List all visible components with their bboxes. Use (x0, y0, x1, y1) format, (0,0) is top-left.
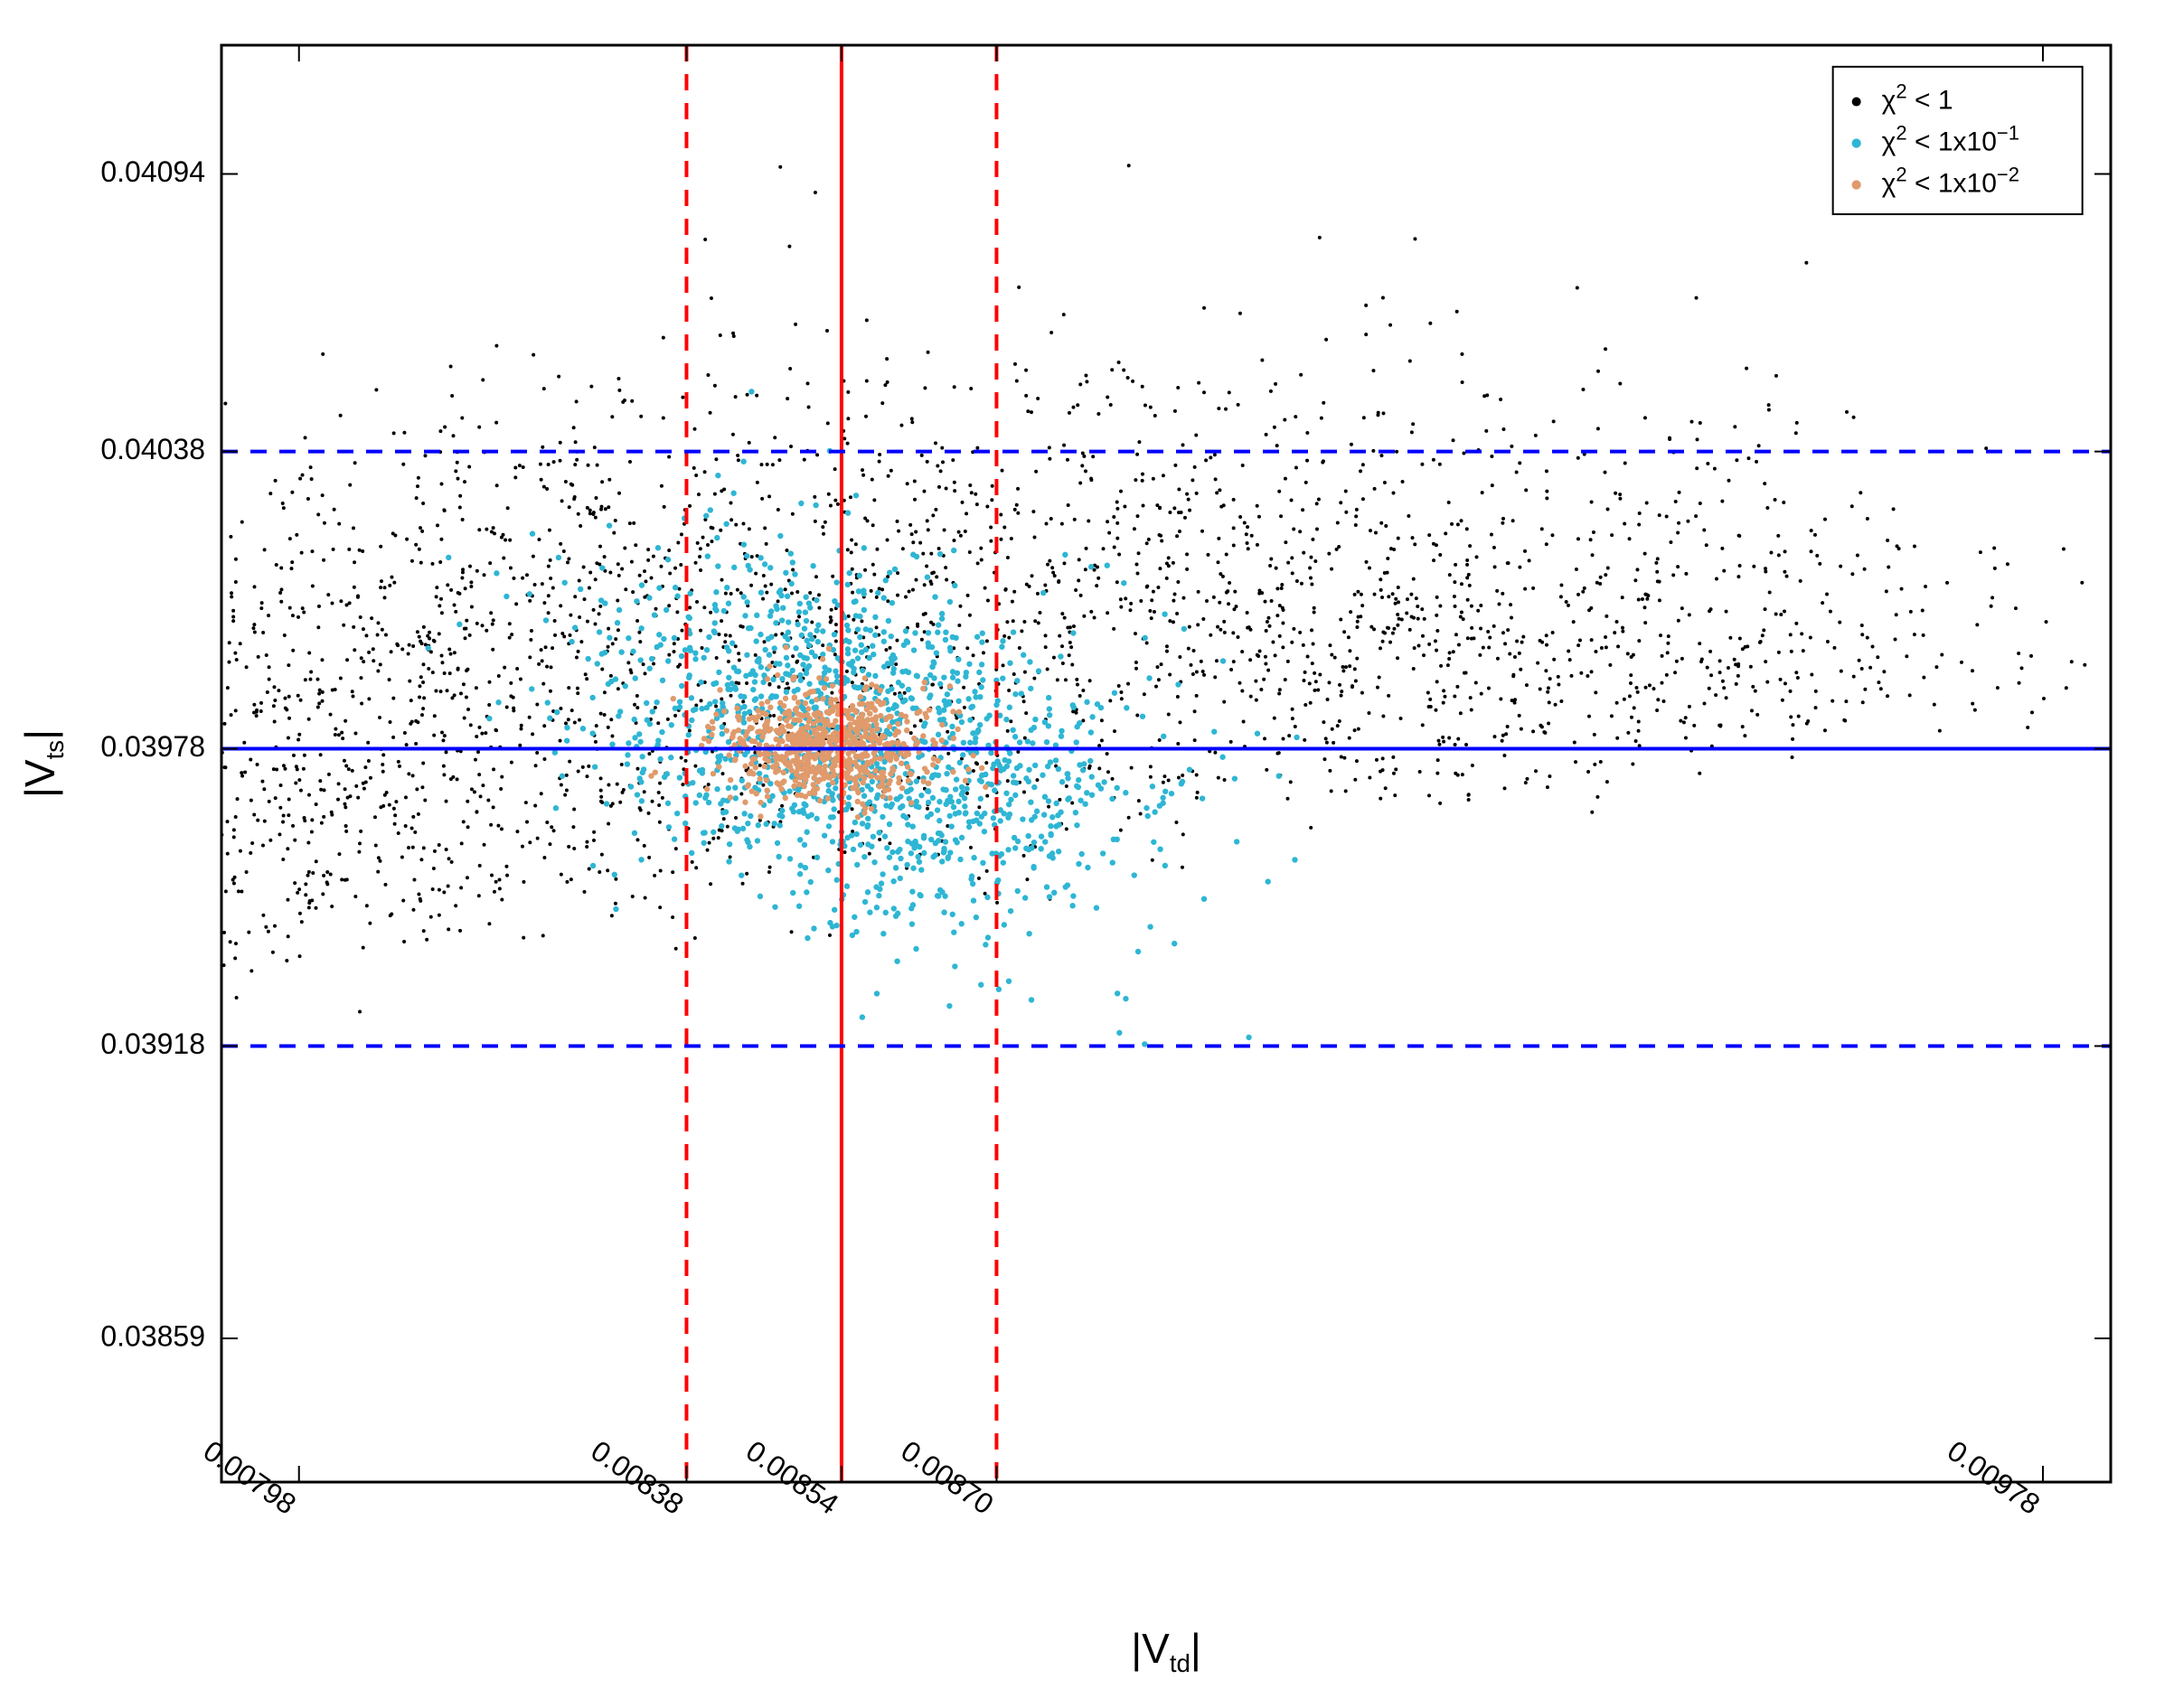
legend-marker (1852, 180, 1861, 189)
svg-text:|Vtd|: |Vtd| (1131, 1625, 1201, 1677)
y-tick-label: 0.03978 (100, 730, 205, 763)
y-tick-label: 0.04094 (100, 155, 205, 188)
svg-text:|Vts|: |Vts| (16, 729, 69, 798)
x-axis-label: |Vtd| (1131, 1625, 1201, 1677)
legend-marker (1852, 138, 1861, 147)
legend: χ2 < 1χ2 < 1x10−1χ2 < 1x10−2 (1833, 67, 2083, 214)
y-tick-label: 0.04038 (100, 433, 205, 465)
y-tick-label: 0.03918 (100, 1028, 205, 1060)
legend-marker (1852, 98, 1861, 107)
chart-root: 0.007980.008380.008540.008700.009780.038… (0, 0, 2174, 1708)
y-tick-label: 0.03859 (100, 1319, 205, 1352)
legend-label: χ2 < 1 (1882, 80, 1953, 115)
y-axis-label: |Vts| (16, 729, 69, 798)
scatter-chart: 0.007980.008380.008540.008700.009780.038… (0, 0, 2174, 1708)
